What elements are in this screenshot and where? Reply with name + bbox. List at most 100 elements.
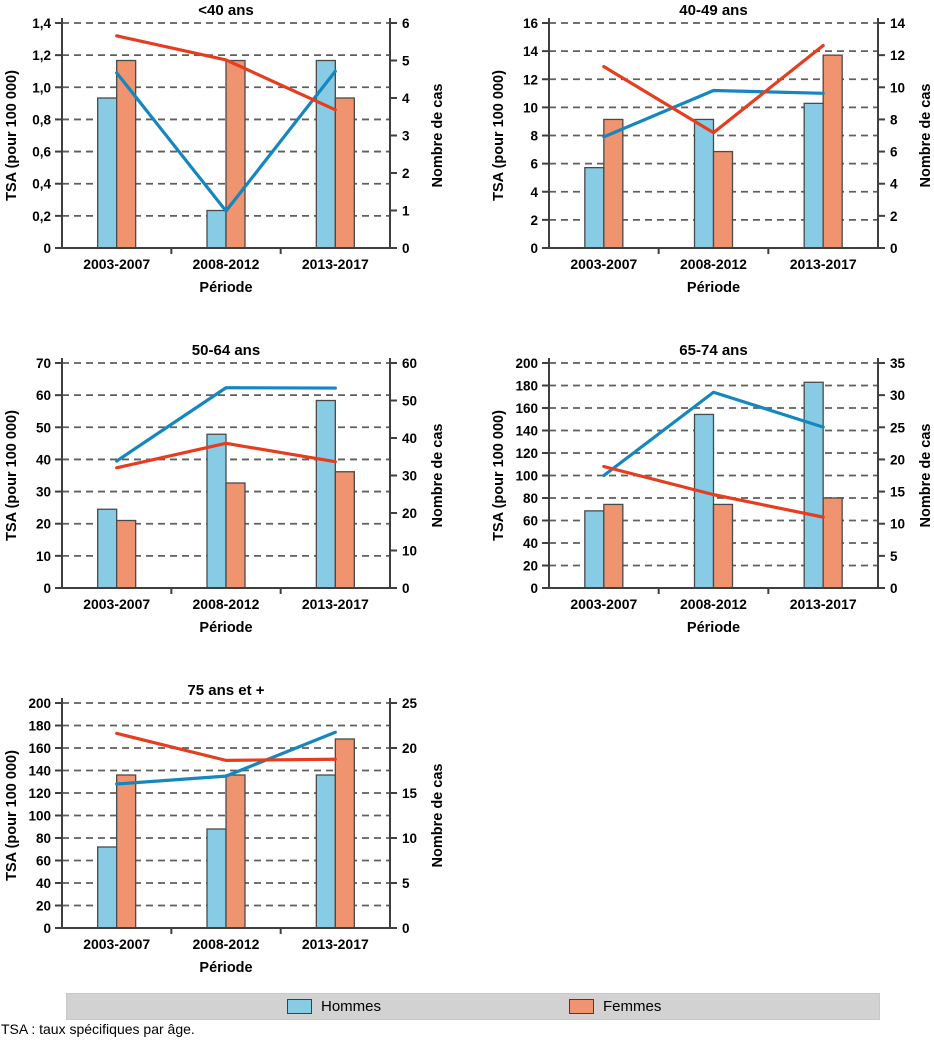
- left-tick-label: 140: [515, 424, 538, 439]
- bar-hommes: [97, 97, 118, 249]
- bar-hommes: [693, 413, 715, 589]
- left-tick-label: 8: [530, 129, 538, 144]
- left-tick-label: 4: [530, 185, 538, 200]
- bar-femmes: [225, 482, 246, 589]
- bar-hommes: [206, 828, 227, 929]
- right-tick-label: 10: [402, 831, 417, 846]
- right-tick-label: 2: [402, 166, 410, 181]
- axes: [55, 358, 397, 594]
- left-tick-label: 14: [523, 44, 539, 59]
- legend-label-femmes: Femmes: [603, 998, 662, 1015]
- bar-hommes: [206, 209, 227, 249]
- bar-hommes: [315, 59, 336, 249]
- x-axis-title: Période: [199, 960, 252, 976]
- chart-title: 75 ans et +: [187, 682, 264, 699]
- right-tick-label: 14: [890, 16, 906, 31]
- line-hommes: [115, 69, 337, 213]
- left-tick-label: 200: [515, 356, 538, 371]
- bar-hommes: [206, 433, 227, 589]
- right-tick-label: 2: [890, 209, 898, 224]
- bar-femmes: [334, 97, 355, 249]
- right-tick-label: 5: [402, 54, 410, 69]
- x-category-label: 2008-2012: [680, 256, 747, 272]
- left-tick-label: 0: [530, 241, 538, 256]
- left-tick-label: 80: [36, 831, 51, 846]
- bar-femmes: [603, 118, 624, 249]
- x-category-label: 2013-2017: [790, 596, 857, 612]
- chart-svg-under-40-ans: <40 ans 0 0,2 0,4 0,6 0,8 1,0 1,2 1,4 0 1 2 3 4 5 6 2003…: [4, 2, 446, 296]
- right-tick-label: 3: [402, 129, 410, 144]
- x-category-label: 2008-2012: [680, 596, 747, 612]
- bar-femmes: [225, 59, 246, 249]
- bars: [584, 381, 843, 589]
- bars: [97, 738, 355, 929]
- chart-65-74-ans: 65-74 ans 0 20 40 60 80 100 120 140 160 180 200 0 5 10…: [464, 340, 934, 657]
- left-tick-label: 10: [36, 549, 51, 564]
- bars: [97, 399, 355, 589]
- left-tick-label: 0: [530, 581, 538, 596]
- bar-hommes: [97, 846, 118, 929]
- chart-title: 65-74 ans: [679, 342, 747, 359]
- right-tick-label: 0: [402, 921, 410, 936]
- bar-femmes: [822, 497, 843, 589]
- left-tick-label: 0,4: [32, 177, 51, 192]
- chart-50-64-ans: 50-64 ans 0 10 20 30 40 50 60 70 0 10 20 30 40 50 60 200…: [0, 340, 465, 657]
- left-tick-label: 70: [36, 356, 51, 371]
- left-tick-label: 20: [36, 899, 51, 914]
- right-tick-label: 0: [890, 581, 898, 596]
- right-tick-label: 25: [890, 420, 906, 435]
- right-tick-label: 15: [890, 485, 906, 500]
- line-hommes: [115, 730, 337, 786]
- left-tick-label: 20: [36, 517, 51, 532]
- right-tick-label: 10: [890, 517, 905, 532]
- bar-femmes: [116, 519, 137, 589]
- right-tick-label: 30: [402, 469, 417, 484]
- axes: [55, 698, 397, 934]
- right-tick-label: 20: [402, 741, 417, 756]
- left-tick-label: 80: [523, 491, 538, 506]
- right-tick-label: 1: [402, 204, 410, 219]
- chart-40-49-ans: 40-49 ans 0 2 4 6 8 10 12 14 16 0 2 4 6 8 10 12 14 2003-20…: [464, 0, 934, 317]
- bar-femmes: [712, 503, 734, 589]
- right-tick-label: 5: [402, 876, 410, 891]
- left-axis-title: TSA (pour 100 000): [4, 750, 20, 881]
- x-category-label: 2013-2017: [302, 256, 369, 272]
- right-tick-label: 4: [402, 91, 410, 106]
- bar-femmes: [225, 774, 246, 929]
- left-axis-title: TSA (pour 100 000): [491, 410, 507, 541]
- x-category-label: 2013-2017: [302, 596, 369, 612]
- right-tick-label: 12: [890, 48, 905, 63]
- left-axis-title: TSA (pour 100 000): [4, 410, 20, 541]
- left-tick-label: 160: [28, 741, 51, 756]
- right-tick-label: 4: [890, 177, 898, 192]
- right-tick-label: 10: [402, 544, 417, 559]
- line-hommes: [602, 88, 825, 139]
- left-tick-label: 16: [523, 16, 539, 31]
- axes: [542, 358, 885, 594]
- right-axis-title: Nombre de cas: [918, 424, 934, 528]
- bar-hommes: [803, 102, 824, 249]
- right-tick-label: 6: [402, 16, 410, 31]
- right-tick-label: 30: [890, 388, 905, 403]
- right-axis-title: Nombre de cas: [430, 84, 446, 188]
- bar-femmes: [822, 54, 843, 249]
- x-category-label: 2008-2012: [193, 256, 260, 272]
- legend-bar: Hommes Femmes: [66, 993, 880, 1020]
- left-tick-label: 60: [523, 514, 538, 529]
- left-tick-label: 100: [515, 469, 538, 484]
- left-tick-label: 120: [28, 786, 51, 801]
- legend-swatch-hommes-icon: [287, 999, 312, 1014]
- bar-hommes: [584, 166, 605, 249]
- bar-femmes: [334, 471, 355, 589]
- legend-label-hommes: Hommes: [321, 998, 382, 1015]
- bar-femmes: [334, 738, 355, 929]
- right-tick-label: 25: [402, 696, 418, 711]
- bar-femmes: [712, 150, 734, 249]
- right-tick-label: 0: [402, 581, 410, 596]
- x-category-label: 2003-2007: [83, 936, 150, 952]
- right-tick-label: 35: [890, 356, 906, 371]
- bar-hommes: [803, 381, 824, 589]
- left-tick-label: 0: [43, 241, 51, 256]
- left-tick-label: 40: [36, 452, 51, 467]
